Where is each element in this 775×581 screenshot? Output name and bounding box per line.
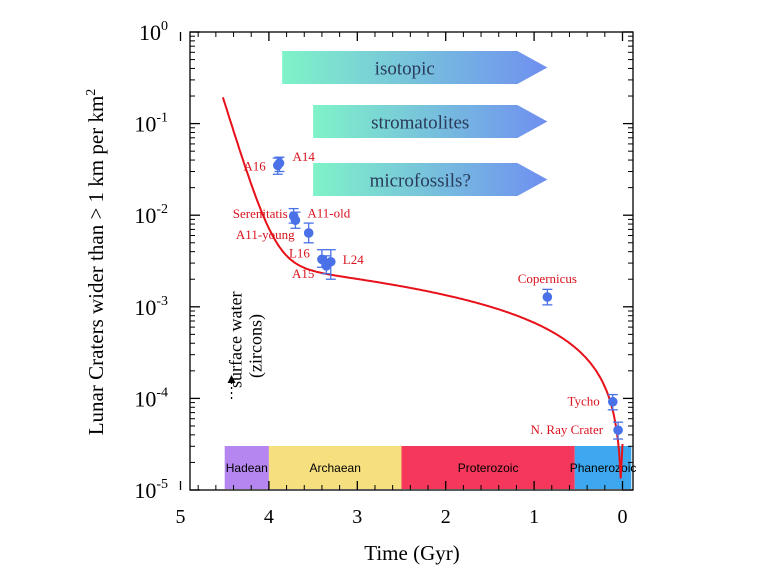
y-tick-label-base: 10	[139, 20, 161, 45]
data-point-a11-old	[290, 215, 301, 226]
model-curve	[221, 97, 624, 479]
y-tick-label-exponent: -3	[156, 294, 168, 309]
point-label-l16: L16	[289, 245, 310, 260]
y-tick-label-exponent: -2	[156, 202, 168, 217]
arrow-stromatolites	[313, 105, 548, 138]
y-tick-label--4: 10-4	[134, 385, 168, 411]
y-tick-label-base: 10	[134, 478, 156, 503]
y-tick-label--3: 10-3	[134, 294, 168, 320]
y-tick-label-base: 10	[134, 203, 156, 228]
y-tick-label-exponent: -1	[156, 111, 168, 126]
arrow-microfossils	[313, 163, 548, 196]
annotation-line-2: (zircons)	[246, 314, 267, 378]
data-point-copernicus	[542, 292, 553, 302]
y-tick-label-0: 100	[139, 19, 168, 45]
eon-block-archaean	[268, 446, 402, 489]
point-label-l24: L24	[343, 252, 364, 267]
data-point-tycho	[607, 396, 618, 407]
eon-label-archaean: Archaean	[310, 461, 361, 475]
y-tick-label--1: 10-1	[134, 111, 168, 137]
eon-label-proterozoic: Proterozoic	[458, 461, 519, 475]
point-label-copernicus: Copernicus	[518, 271, 577, 286]
arrow-isotopic	[282, 51, 548, 84]
eon-block-hadean	[224, 446, 269, 489]
eon-label-hadean: Hadean	[226, 461, 268, 475]
x-tick-label-1: 1	[529, 506, 539, 528]
point-label-a11-young: A11-young	[236, 227, 295, 242]
point-label-serenitatis: Serenitatis	[233, 206, 288, 221]
arrow-label-microfossils: microfossils?	[370, 171, 471, 192]
annotation-arrow-head	[227, 375, 236, 384]
x-tick-label-5: 5	[176, 506, 186, 528]
y-axis-label: Lunar Craters wider than > 1 km per km2	[84, 89, 108, 436]
point-label-a14: A14	[293, 149, 316, 164]
y-tick-label-base: 10	[134, 386, 156, 411]
data-point-a14	[274, 158, 285, 168]
point-label-a16: A16	[243, 158, 266, 173]
data-point-l24	[325, 256, 336, 267]
arrow-label-isotopic: isotopic	[375, 59, 435, 80]
y-tick-label-exponent: 0	[161, 19, 168, 34]
x-axis-label: Time (Gyr)	[364, 541, 459, 565]
y-tick-label-base: 10	[134, 112, 156, 137]
x-tick-label-3: 3	[352, 506, 362, 528]
y-tick-label-base: 10	[134, 295, 156, 320]
point-label-a11-old: A11-old	[307, 205, 350, 220]
eon-label-phanerozoic: Phanerozoic	[570, 461, 637, 475]
y-tick-label-exponent: -5	[156, 477, 168, 492]
y-tick-label--5: 10-5	[134, 477, 168, 503]
arrow-label-stromatolites: stromatolites	[371, 113, 469, 134]
y-axis-label-main: Lunar Craters wider than > 1 km per km	[84, 96, 108, 436]
y-tick-label--2: 10-2	[134, 202, 168, 228]
point-label-n--ray-crater: N. Ray Crater	[531, 422, 604, 437]
surface-water-annotation: surface water (zircons)	[226, 292, 267, 388]
eon-block-proterozoic	[401, 446, 575, 489]
data-point-n--ray-crater	[613, 425, 623, 435]
point-label-tycho: Tycho	[567, 394, 599, 409]
point-label-a15: A15	[292, 266, 314, 281]
x-tick-label-2: 2	[441, 506, 451, 528]
x-tick-label-4: 4	[264, 506, 274, 528]
y-tick-label-exponent: -4	[156, 385, 168, 400]
plot-frame	[189, 31, 634, 491]
y-axis-label-superscript: 2	[84, 89, 99, 96]
data-point-a11-young	[303, 228, 314, 238]
x-tick-label-0: 0	[618, 506, 628, 528]
annotation-line-1: surface water	[226, 292, 246, 388]
